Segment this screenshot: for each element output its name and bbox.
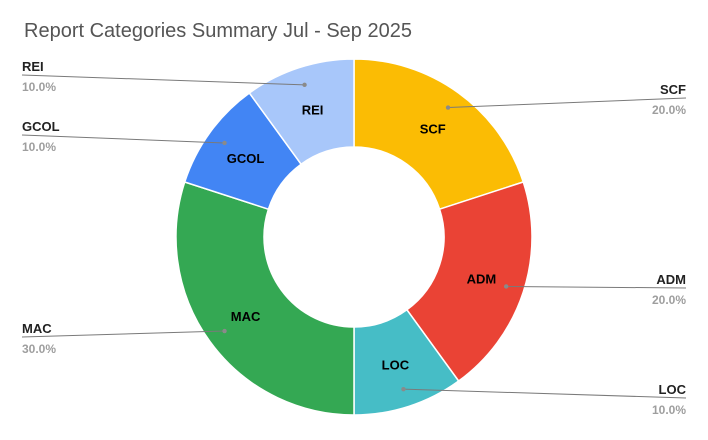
callout-label-rei: REI	[22, 59, 44, 74]
leader-line-scf	[448, 97, 687, 109]
leader-dot-scf	[445, 105, 451, 110]
slice-label-gcol: GCOL	[227, 151, 265, 166]
slice-rei	[248, 58, 355, 166]
slice-adm	[405, 181, 533, 383]
callout-percent-rei: 10.0%	[22, 80, 56, 94]
leader-line-loc	[403, 388, 687, 399]
callout-label-loc: LOC	[659, 382, 687, 397]
leader-dot-adm	[503, 284, 509, 289]
leader-line-rei	[21, 74, 305, 86]
slice-label-scf: SCF	[420, 122, 446, 137]
callout-percent-loc: 10.0%	[652, 403, 686, 417]
chart-title: Report Categories Summary Jul - Sep 2025	[24, 20, 412, 42]
leader-dot-gcol	[222, 140, 227, 146]
leader-dot-loc	[401, 386, 406, 392]
leader-dot-mac	[222, 328, 227, 334]
leader-line-mac	[21, 330, 225, 338]
slice-label-mac: MAC	[231, 309, 261, 324]
callout-percent-mac: 30.0%	[22, 342, 56, 356]
slice-label-loc: LOC	[382, 357, 410, 372]
slice-label-rei: REI	[302, 103, 324, 118]
slice-mac	[175, 181, 355, 416]
callout-label-adm: ADM	[656, 272, 686, 287]
slice-scf	[353, 58, 525, 211]
callout-percent-scf: 20.0%	[652, 103, 686, 117]
leader-dot-rei	[302, 82, 307, 88]
callout-label-scf: SCF	[660, 82, 686, 97]
leader-line-gcol	[21, 134, 225, 144]
slice-label-adm: ADM	[467, 271, 497, 286]
callout-label-mac: MAC	[22, 321, 52, 336]
callout-percent-adm: 20.0%	[652, 293, 686, 307]
callout-percent-gcol: 10.0%	[22, 140, 56, 154]
leader-line-adm	[506, 285, 687, 289]
callout-label-gcol: GCOL	[22, 119, 60, 134]
